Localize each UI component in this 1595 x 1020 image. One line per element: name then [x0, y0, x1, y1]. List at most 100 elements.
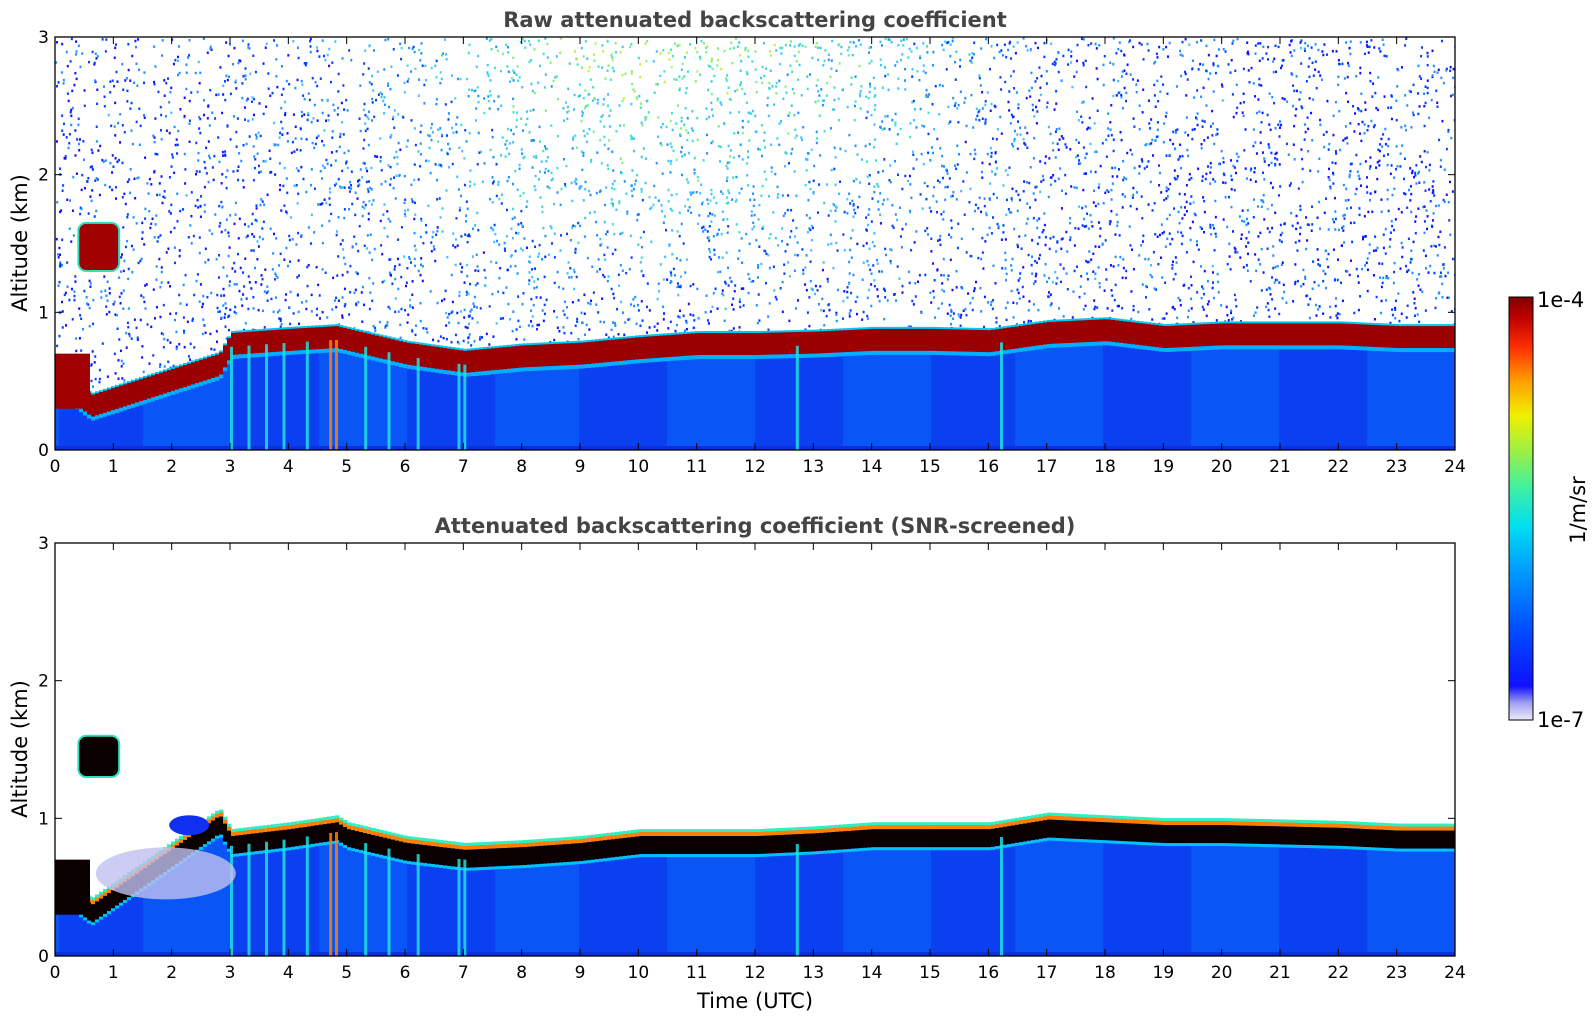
noise-cell [701, 202, 704, 206]
noise-cell [123, 130, 126, 134]
noise-cell [191, 319, 194, 322]
noise-cell [788, 111, 791, 115]
noise-cell [1071, 316, 1074, 319]
noise-cell [256, 258, 259, 261]
noise-cell [922, 42, 925, 45]
noise-cell [422, 241, 425, 245]
noise-cell [600, 162, 603, 165]
noise-cell [1217, 291, 1220, 294]
noise-cell [440, 148, 443, 152]
noise-cell [1274, 265, 1277, 269]
noise-cell [1064, 192, 1067, 195]
noise-cell [136, 176, 139, 180]
noise-cell [533, 48, 536, 51]
noise-cell [347, 149, 350, 153]
noise-cell [321, 224, 324, 227]
noise-cell [579, 224, 582, 228]
noise-cell [645, 59, 648, 63]
noise-cell [199, 204, 202, 208]
noise-cell [868, 142, 871, 146]
noise-cell [571, 226, 574, 230]
noise-cell [727, 144, 730, 148]
noise-cell [550, 178, 553, 182]
noise-cell [1242, 92, 1245, 96]
noise-cell [1379, 311, 1382, 315]
noise-cell [1355, 75, 1358, 78]
noise-cell [687, 151, 690, 155]
noise-cell [279, 131, 282, 135]
noise-cell [1206, 279, 1209, 283]
noise-cell [348, 186, 351, 189]
noise-cell [722, 218, 725, 221]
noise-cell [413, 201, 416, 205]
noise-cell [158, 193, 161, 197]
noise-cell [427, 159, 430, 163]
noise-cell [882, 287, 885, 291]
noise-cell [741, 131, 744, 135]
noise-cell [757, 264, 760, 267]
noise-cell [414, 248, 417, 252]
noise-cell [335, 305, 338, 309]
noise-cell [794, 253, 797, 257]
noise-cell [484, 284, 487, 287]
noise-cell [1155, 135, 1158, 139]
noise-cell [981, 176, 984, 179]
noise-cell [1258, 83, 1261, 87]
noise-cell [302, 94, 305, 97]
noise-cell [662, 318, 665, 321]
noise-cell [666, 143, 669, 146]
noise-cell [887, 38, 890, 41]
noise-cell [459, 77, 462, 81]
noise-cell [414, 324, 417, 327]
noise-cell [484, 276, 487, 280]
noise-cell [618, 104, 621, 107]
noise-cell [150, 222, 153, 226]
noise-cell [669, 162, 672, 166]
noise-cell [1407, 188, 1410, 192]
noise-cell [546, 156, 549, 159]
noise-cell [1048, 157, 1051, 160]
noise-cell [413, 50, 416, 54]
noise-cell [927, 151, 930, 155]
noise-cell [1405, 128, 1408, 132]
noise-cell [1226, 314, 1229, 317]
noise-cell [244, 67, 247, 70]
noise-cell [1176, 85, 1179, 88]
noise-cell [1409, 261, 1412, 264]
noise-cell [717, 270, 720, 274]
noise-cell [71, 89, 74, 93]
noise-cell [336, 113, 339, 116]
noise-cell [1008, 166, 1011, 169]
noise-cell [473, 340, 476, 343]
noise-cell [743, 92, 746, 96]
noise-cell [1339, 148, 1342, 152]
noise-cell [1132, 267, 1135, 271]
noise-cell [188, 119, 191, 123]
noise-cell [153, 140, 156, 144]
noise-cell [781, 227, 784, 230]
noise-cell [765, 281, 768, 285]
noise-cell [185, 63, 188, 66]
noise-cell [798, 63, 801, 67]
noise-cell [747, 291, 750, 295]
noise-cell [790, 152, 793, 155]
noise-cell [530, 59, 533, 62]
noise-cell [434, 163, 437, 166]
noise-cell [876, 262, 879, 265]
noise-cell [663, 70, 666, 73]
noise-cell [936, 211, 939, 214]
noise-cell [1436, 105, 1439, 108]
noise-cell [328, 219, 331, 223]
noise-cell [1205, 104, 1208, 107]
noise-cell [689, 191, 692, 194]
noise-cell [879, 40, 882, 44]
noise-cell [559, 51, 562, 55]
noise-cell [1364, 108, 1367, 112]
noise-cell [326, 162, 329, 166]
noise-cell [562, 309, 565, 313]
noise-cell [520, 209, 523, 213]
noise-cell [575, 178, 578, 182]
noise-cell [1326, 53, 1329, 56]
noise-cell [768, 266, 771, 270]
noise-cell [307, 112, 310, 115]
